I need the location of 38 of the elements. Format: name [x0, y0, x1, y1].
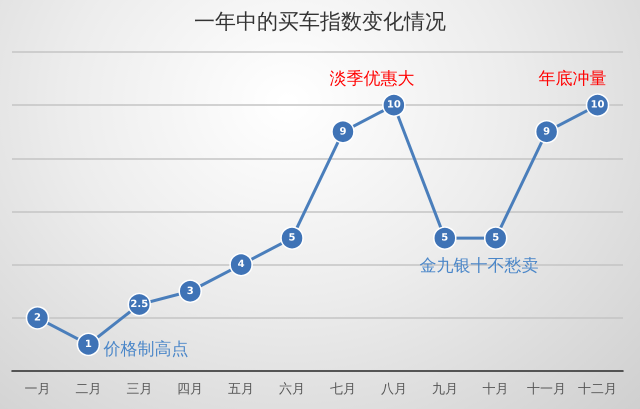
x-tick-label: 三月 — [126, 382, 152, 397]
annotation: 价格制高点 — [102, 339, 188, 360]
data-label: 3 — [186, 286, 194, 297]
x-tick-label: 一月 — [24, 382, 50, 397]
point — [433, 226, 457, 250]
x-tick-label: 六月 — [279, 382, 306, 397]
chart-title: 一年中的买车指数变化情况 — [194, 10, 446, 34]
point — [76, 332, 100, 356]
x-tick-label: 五月 — [228, 382, 254, 397]
x-tick-label: 十二月 — [578, 382, 618, 397]
x-tick-label: 四月 — [177, 382, 204, 397]
annotation: 金九银十不愁卖 — [419, 256, 538, 276]
point — [534, 120, 558, 144]
data-label: 10 — [386, 100, 401, 111]
data-label: 2.5 — [130, 299, 148, 310]
point — [484, 226, 508, 250]
annotation: 淡季优惠大 — [329, 69, 414, 90]
data-label: 4 — [238, 259, 245, 270]
x-tick-label: 七月 — [330, 382, 356, 397]
data-label: 2 — [34, 312, 41, 324]
point — [229, 252, 253, 276]
x-tick-label: 十月 — [482, 382, 509, 397]
point — [26, 306, 50, 330]
x-tick-label: 八月 — [380, 382, 407, 397]
x-tick-label: 九月 — [432, 382, 458, 397]
point — [178, 280, 202, 303]
x-tick-label: 十一月 — [527, 382, 566, 397]
annotation: 年底冲量 — [538, 69, 607, 90]
data-label: 1 — [84, 338, 92, 350]
data-label: 10 — [590, 100, 605, 111]
point — [331, 120, 355, 144]
x-tick-label: 二月 — [75, 382, 102, 397]
data-label: 9 — [543, 126, 550, 138]
data-label: 5 — [492, 232, 500, 244]
data-label: 5 — [441, 232, 448, 244]
point — [280, 226, 304, 250]
data-label: 9 — [339, 126, 346, 138]
data-label: 5 — [288, 232, 296, 244]
